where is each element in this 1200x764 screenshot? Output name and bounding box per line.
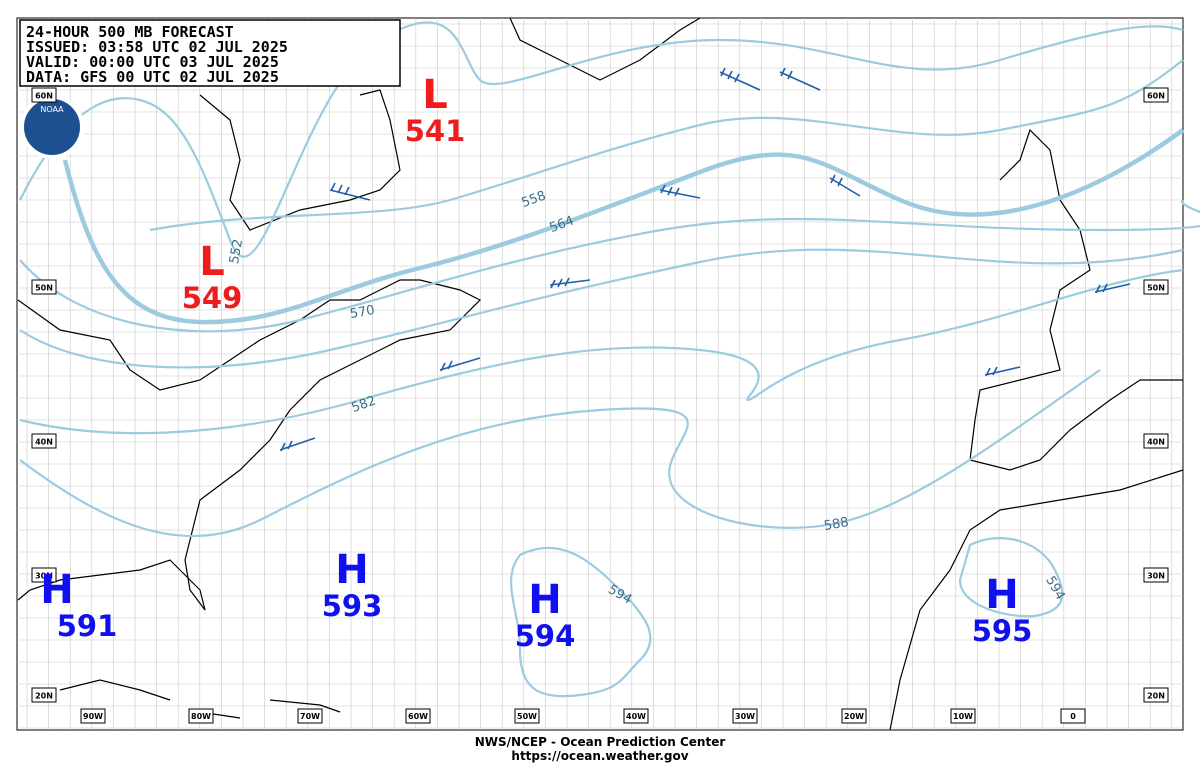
coastlines <box>17 17 1184 731</box>
lat-label: 20N <box>35 692 53 701</box>
contour-label: 588 <box>823 515 850 534</box>
logo-text: NOAA <box>40 105 64 114</box>
footer-line: https://ocean.weather.gov <box>511 749 688 763</box>
lon-label: 0 <box>1070 712 1076 721</box>
label-box <box>841 708 867 724</box>
coastline <box>969 128 1183 471</box>
header-line: ISSUED: 03:58 UTC 02 JUL 2025 <box>26 38 288 56</box>
center-value: 541 <box>405 114 466 148</box>
label-box <box>1143 279 1169 295</box>
coastline <box>199 89 401 231</box>
height-contour <box>19 369 1101 538</box>
header-line: 24-HOUR 500 MB FORECAST <box>26 23 234 41</box>
lon-label: 50W <box>517 712 537 721</box>
center-type: H <box>40 567 73 613</box>
label-box <box>31 687 57 703</box>
center-value: 593 <box>322 589 383 623</box>
contour-label: 552 <box>227 238 246 265</box>
lat-label: 50N <box>35 284 53 293</box>
header-box <box>19 19 401 87</box>
header-line: DATA: GFS 00 UTC 02 JUL 2025 <box>26 68 279 86</box>
wind-barbs <box>279 67 1131 452</box>
label-box <box>732 708 758 724</box>
label-box <box>31 279 57 295</box>
wind-barb <box>1094 283 1131 294</box>
center-value: 595 <box>972 614 1033 648</box>
label-box <box>188 708 214 724</box>
label-box <box>623 708 649 724</box>
lat-label: 60N <box>35 92 53 101</box>
wind-barb <box>439 357 481 372</box>
center-type: H <box>985 572 1018 618</box>
lon-label: 10W <box>953 712 973 721</box>
graticule <box>17 18 1183 730</box>
wind-barb <box>659 184 701 199</box>
center-type: L <box>422 72 448 118</box>
lon-label: 40W <box>626 712 646 721</box>
wind-barb <box>549 277 591 289</box>
lon-label: 90W <box>83 712 103 721</box>
lat-label: 40N <box>1147 438 1165 447</box>
center-type: H <box>335 547 368 593</box>
label-box <box>950 708 976 724</box>
coastline <box>17 279 482 611</box>
lon-label: 60W <box>408 712 428 721</box>
height-contour <box>19 248 1184 369</box>
height-contour <box>19 21 1184 258</box>
lat-label: 30N <box>1147 572 1165 581</box>
height-contour <box>958 537 1064 618</box>
label-box <box>1143 87 1169 103</box>
lat-label: 40N <box>35 438 53 447</box>
center-value: 591 <box>57 609 118 643</box>
lat-label: 20N <box>1147 692 1165 701</box>
lat-label: 60N <box>1147 92 1165 101</box>
label-box <box>1143 687 1169 703</box>
wind-barb <box>279 437 316 452</box>
wind-barb <box>719 67 761 91</box>
contour-label: 570 <box>349 303 376 322</box>
label-box <box>1143 567 1169 583</box>
center-type: H <box>528 577 561 623</box>
label-box <box>1060 708 1086 724</box>
lon-label: 30W <box>735 712 755 721</box>
coastline <box>889 469 1184 731</box>
center-value: 594 <box>515 619 576 653</box>
label-box <box>405 708 431 724</box>
height-contour <box>149 59 1184 232</box>
lat-label: 50N <box>1147 284 1165 293</box>
label-box <box>297 708 323 724</box>
wind-barb <box>779 67 821 91</box>
label-box <box>1143 433 1169 449</box>
coastline <box>509 17 701 81</box>
footer-line: NWS/NCEP - Ocean Prediction Center <box>475 735 726 749</box>
height-contour <box>19 268 1184 435</box>
lon-label: 80W <box>191 712 211 721</box>
label-box <box>31 433 57 449</box>
lon-label: 20W <box>844 712 864 721</box>
label-box <box>31 567 57 583</box>
height-contour <box>62 128 1185 325</box>
wind-barb <box>984 366 1021 377</box>
wind-barb <box>829 174 861 197</box>
lat-label: 30N <box>35 572 53 581</box>
label-box <box>31 87 57 103</box>
label-box <box>80 708 106 724</box>
header-line: VALID: 00:00 UTC 03 JUL 2025 <box>26 53 279 71</box>
label-box <box>514 708 540 724</box>
center-type: L <box>199 239 225 285</box>
contours <box>19 21 1200 698</box>
height-contour <box>19 199 1200 333</box>
center-value: 549 <box>182 281 243 315</box>
wind-barb <box>329 182 371 201</box>
lon-label: 70W <box>300 712 320 721</box>
height-contour <box>510 546 652 698</box>
